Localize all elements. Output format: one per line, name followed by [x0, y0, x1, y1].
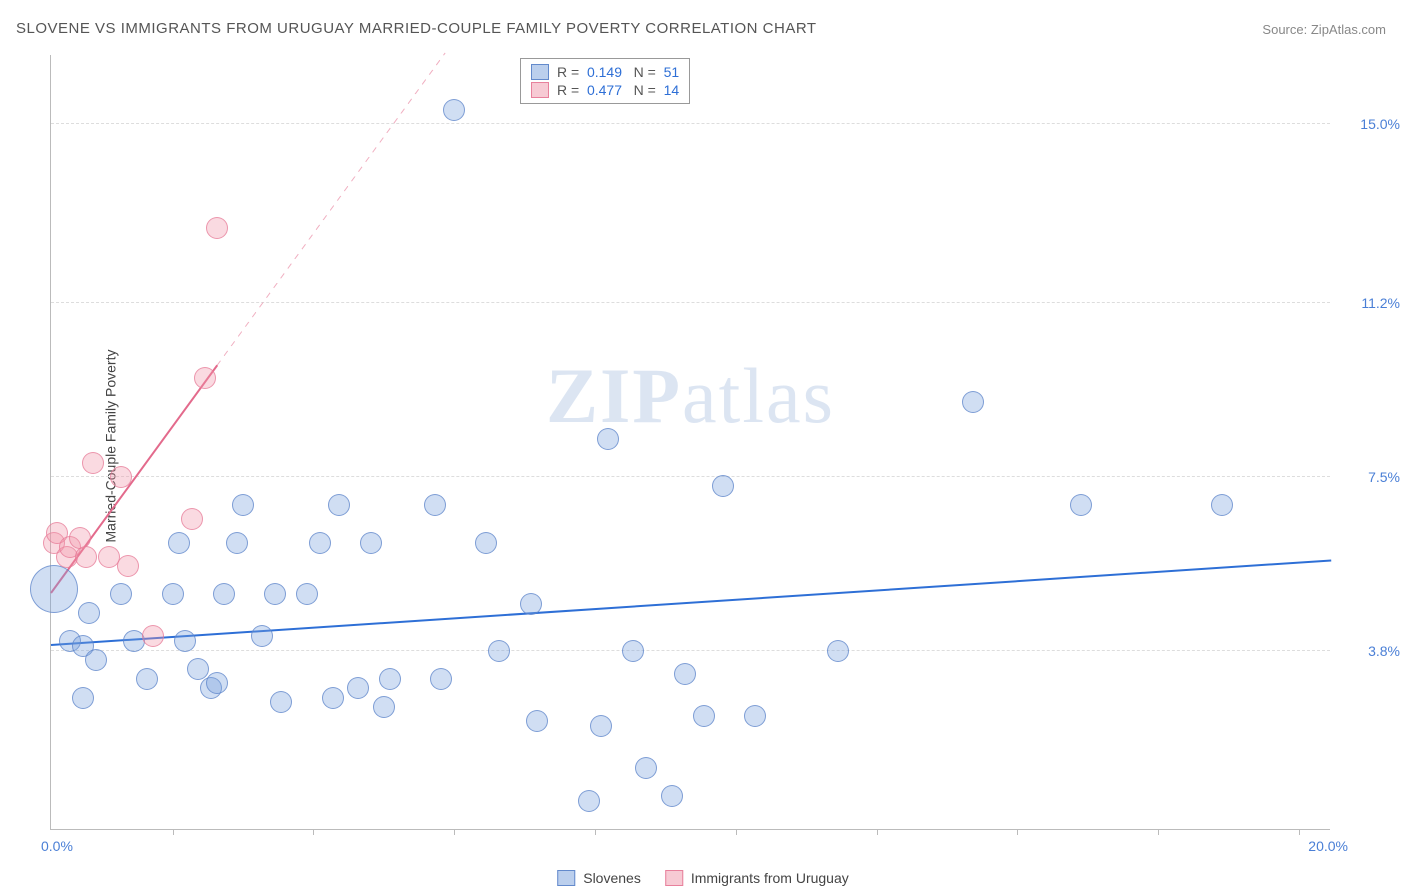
legend-label: Immigrants from Uruguay [691, 870, 849, 886]
data-point [251, 625, 273, 647]
trend-line [217, 53, 446, 366]
watermark-rest: atlas [682, 352, 835, 439]
data-point [142, 625, 164, 647]
data-point [488, 640, 510, 662]
x-tick-mark [736, 829, 737, 835]
source-name: ZipAtlas.com [1311, 22, 1386, 37]
data-point [85, 649, 107, 671]
x-tick-mark [313, 829, 314, 835]
data-point [162, 583, 184, 605]
data-point [712, 475, 734, 497]
data-point [347, 677, 369, 699]
x-tick-mark [595, 829, 596, 835]
data-point [962, 391, 984, 413]
legend-stats: R = 0.477 N = 14 [557, 82, 679, 98]
plot-area: ZIPatlas 3.8%7.5%11.2%15.0%0.0%20.0% [50, 55, 1330, 830]
data-point [827, 640, 849, 662]
legend-stats: R = 0.149 N = 51 [557, 64, 679, 80]
gridline [51, 302, 1330, 303]
legend-row: R = 0.149 N = 51 [531, 63, 679, 81]
data-point [226, 532, 248, 554]
data-point [110, 466, 132, 488]
legend-item: Slovenes [557, 870, 641, 886]
data-point [296, 583, 318, 605]
data-point [30, 565, 78, 613]
data-point [430, 668, 452, 690]
legend-series: Slovenes Immigrants from Uruguay [557, 870, 849, 886]
x-tick-mark [1158, 829, 1159, 835]
data-point [78, 602, 100, 624]
x-tick-mark [454, 829, 455, 835]
data-point [360, 532, 382, 554]
watermark-bold: ZIP [546, 352, 682, 439]
data-point [264, 583, 286, 605]
data-point [181, 508, 203, 530]
data-point [443, 99, 465, 121]
x-tick-min: 0.0% [41, 838, 73, 854]
y-tick-label: 3.8% [1340, 643, 1400, 659]
legend-item: Immigrants from Uruguay [665, 870, 849, 886]
legend-swatch [557, 870, 575, 886]
data-point [1070, 494, 1092, 516]
data-point [526, 710, 548, 732]
data-point [622, 640, 644, 662]
x-tick-max: 20.0% [1308, 838, 1348, 854]
y-tick-label: 11.2% [1340, 295, 1400, 311]
data-point [379, 668, 401, 690]
data-point [1211, 494, 1233, 516]
y-tick-label: 15.0% [1340, 116, 1400, 132]
source-attribution: Source: ZipAtlas.com [1262, 22, 1386, 37]
y-tick-label: 7.5% [1340, 469, 1400, 485]
data-point [206, 672, 228, 694]
legend-swatch [665, 870, 683, 886]
data-point [168, 532, 190, 554]
x-tick-mark [1299, 829, 1300, 835]
data-point [475, 532, 497, 554]
trend-line [51, 559, 1331, 646]
gridline [51, 476, 1330, 477]
legend-row: R = 0.477 N = 14 [531, 81, 679, 99]
watermark: ZIPatlas [546, 351, 835, 441]
data-point [232, 494, 254, 516]
data-point [322, 687, 344, 709]
data-point [270, 691, 292, 713]
data-point [520, 593, 542, 615]
x-tick-mark [173, 829, 174, 835]
data-point [213, 583, 235, 605]
legend-swatch [531, 82, 549, 98]
data-point [309, 532, 331, 554]
data-point [110, 583, 132, 605]
legend-swatch [531, 64, 549, 80]
x-tick-mark [877, 829, 878, 835]
data-point [578, 790, 600, 812]
data-point [82, 452, 104, 474]
data-point [597, 428, 619, 450]
data-point [328, 494, 350, 516]
chart-title: SLOVENE VS IMMIGRANTS FROM URUGUAY MARRI… [16, 20, 817, 37]
legend-label: Slovenes [583, 870, 641, 886]
gridline [51, 650, 1330, 651]
data-point [744, 705, 766, 727]
legend-correlation: R = 0.149 N = 51 R = 0.477 N = 14 [520, 58, 690, 104]
x-tick-mark [1017, 829, 1018, 835]
data-point [424, 494, 446, 516]
data-point [75, 546, 97, 568]
data-point [136, 668, 158, 690]
data-point [693, 705, 715, 727]
chart-container: SLOVENE VS IMMIGRANTS FROM URUGUAY MARRI… [0, 0, 1406, 892]
source-label: Source: [1262, 22, 1307, 37]
data-point [206, 217, 228, 239]
data-point [194, 367, 216, 389]
data-point [661, 785, 683, 807]
data-point [373, 696, 395, 718]
gridline [51, 123, 1330, 124]
data-point [674, 663, 696, 685]
data-point [117, 555, 139, 577]
data-point [174, 630, 196, 652]
data-point [635, 757, 657, 779]
data-point [590, 715, 612, 737]
data-point [72, 687, 94, 709]
